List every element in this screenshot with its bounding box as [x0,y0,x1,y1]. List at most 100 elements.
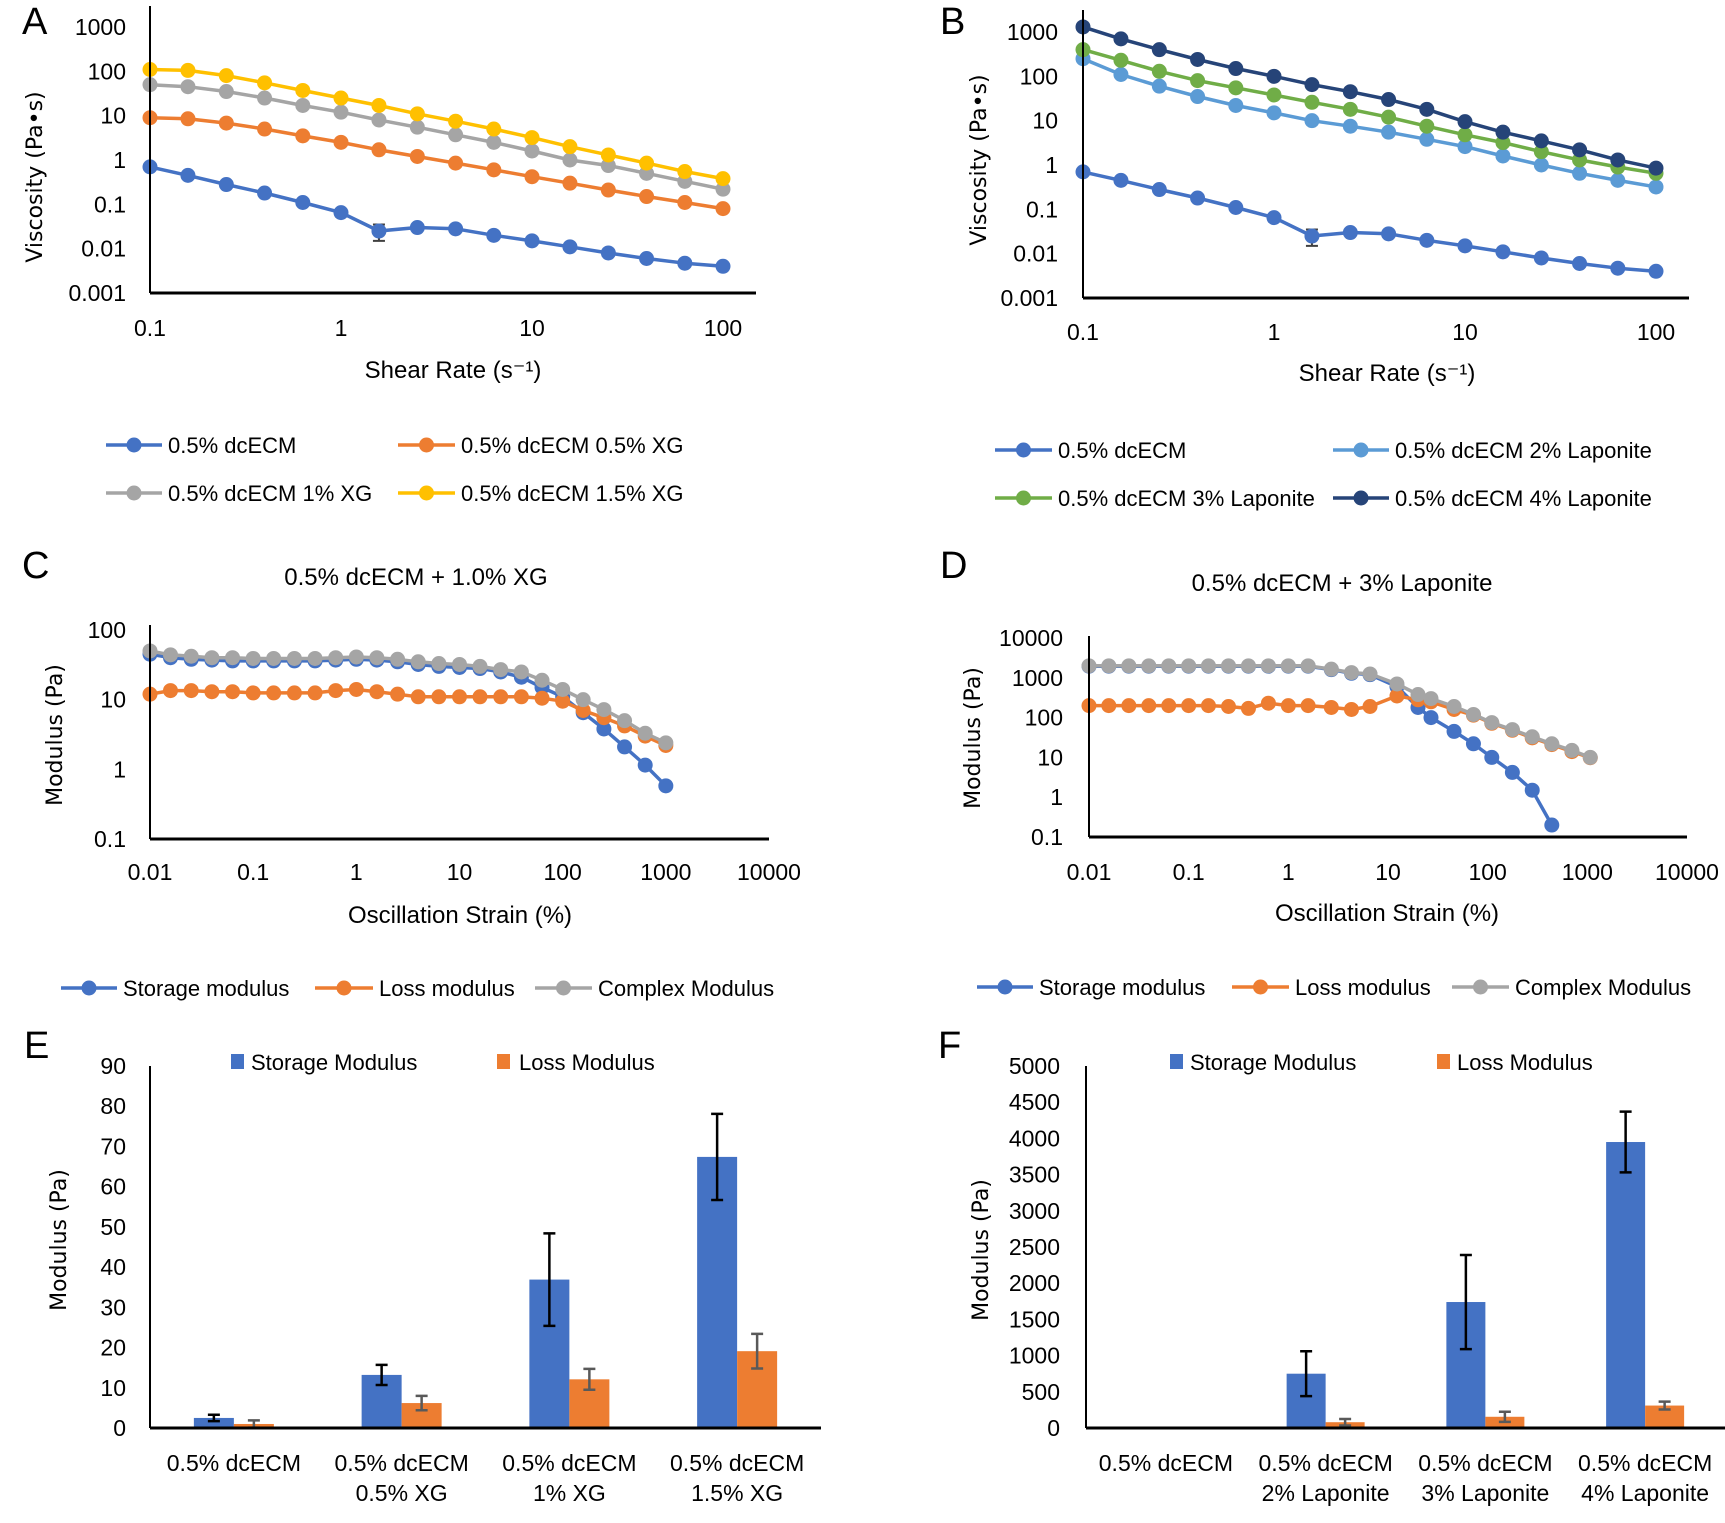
data-point [1419,131,1435,147]
series-3 [142,643,674,751]
y-tick-label: 0.001 [68,280,126,306]
data-point [1495,148,1511,164]
x-tick-label: 1000 [1562,859,1613,885]
legend-marker [556,980,571,996]
data-point [715,181,731,197]
data-point [295,97,311,113]
data-point [1381,226,1397,242]
y-tick-label: 10 [100,103,126,129]
data-point [637,725,653,741]
data-point [1141,698,1157,714]
data-point [1181,658,1197,674]
data-point [1342,101,1358,117]
legend-label: 0.5% dcECM 2% Laponite [1395,438,1652,463]
y-axis-title: Modulus (Pa) [961,667,986,809]
y-tick-label: 10 [1032,108,1058,134]
data-point [1304,94,1320,110]
y-tick-label: 100 [88,58,126,84]
data-point [677,164,693,180]
data-point [1304,77,1320,93]
legend-item: 0.5% dcECM 2% Laponite [1333,438,1652,463]
legend-swatch [1170,1054,1183,1069]
data-point [1190,190,1206,206]
data-point [600,158,616,174]
data-point [1181,698,1197,714]
data-point [369,684,385,700]
y-tick-label: 2500 [1009,1234,1060,1260]
data-point [1648,263,1664,279]
legend-item: 0.5% dcECM 3% Laponite [995,486,1315,511]
data-point [295,128,311,144]
data-point [617,713,633,729]
data-point [371,97,387,113]
data-point [409,220,425,236]
y-tick-label: 10000 [999,625,1063,651]
category-label: 0.5% dcECM [1418,1450,1552,1476]
x-tick-label: 1000 [640,859,691,885]
data-point [1323,661,1339,677]
legend-label: 0.5% dcECM 1% XG [168,481,372,506]
data-point [1342,118,1358,134]
data-point [1465,706,1481,722]
series-line [1082,47,1657,176]
x-tick-label: 10 [519,315,545,341]
data-point [1342,225,1358,241]
panel-letter: D [940,545,967,587]
data-point [1533,144,1549,160]
y-tick-label: 1000 [75,14,126,40]
y-tick-label: 3000 [1009,1198,1060,1224]
y-tick-label: 10 [1037,744,1063,770]
category-label: 0.5% dcECM [335,1450,469,1476]
error-bar [1658,1400,1671,1411]
data-point [1504,722,1520,738]
data-point [204,684,220,700]
data-point [486,227,502,243]
data-point [1419,118,1435,134]
data-point [183,648,199,664]
data-point [1423,691,1439,707]
data-point [1362,699,1378,715]
data-point [1190,89,1206,105]
series-4 [142,61,731,187]
y-tick-label: 70 [100,1133,126,1159]
data-point [180,167,196,183]
category-label: 2% Laponite [1262,1480,1390,1506]
legend-marker [126,437,142,453]
category-label: 0.5% XG [356,1480,448,1506]
y-tick-label: 1500 [1009,1306,1060,1332]
legend-item: Complex Modulus [1452,975,1691,1000]
data-point [333,205,349,221]
data-point [1572,256,1588,272]
y-tick-label: 0.001 [1000,285,1058,311]
data-point [204,650,220,666]
series-3 [1081,658,1598,765]
data-point [410,654,426,670]
y-tick-label: 30 [100,1294,126,1320]
data-point [1544,736,1560,752]
data-point [1524,782,1540,798]
data-point [1200,698,1216,714]
data-point [1151,182,1167,198]
storage-bar [193,1417,234,1428]
data-point [1648,160,1664,176]
data-point [180,79,196,95]
data-point [472,658,488,674]
y-tick-label: 1000 [1012,665,1063,691]
data-point [218,84,234,100]
error-bar [1459,1253,1472,1351]
data-point [639,155,655,171]
y-tick-label: 1000 [1009,1343,1060,1369]
data-point [348,649,364,665]
y-tick-label: 90 [100,1053,126,1079]
chart-title: 0.5% dcECM + 3% Laponite [1192,570,1493,597]
data-point [658,735,674,751]
panel-letter: C [22,545,49,587]
legend-item: 0.5% dcECM 1% XG [106,481,372,506]
series-line [149,82,724,191]
data-point [452,689,467,705]
data-point [575,692,591,708]
x-axis-title: Oscillation Strain (%) [348,902,572,929]
legend-marker [126,485,142,501]
data-point [1221,658,1237,674]
